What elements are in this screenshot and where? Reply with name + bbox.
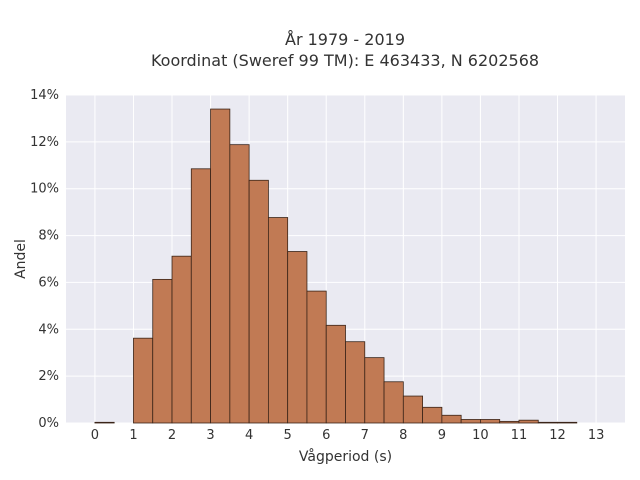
x-tick-label: 2 xyxy=(168,428,176,443)
histogram-bar xyxy=(306,290,327,424)
y-tick-label: 6% xyxy=(38,275,59,290)
x-tick-label: 9 xyxy=(438,428,446,443)
x-tick-label: 3 xyxy=(206,428,214,443)
x-tick-label: 11 xyxy=(511,428,528,443)
y-tick-label: 8% xyxy=(38,229,59,244)
histogram-bar xyxy=(460,419,481,424)
chart-title-line-1: År 1979 - 2019 xyxy=(285,30,405,49)
histogram-bar xyxy=(383,381,404,424)
histogram-bar xyxy=(480,419,501,424)
x-tick-label: 7 xyxy=(361,428,369,443)
y-tick-label: 10% xyxy=(30,182,59,197)
histogram-bar xyxy=(537,421,558,424)
histogram-bar xyxy=(345,341,366,424)
y-tick-label: 14% xyxy=(30,88,59,103)
x-tick-label: 13 xyxy=(588,428,605,443)
x-tick-label: 6 xyxy=(322,428,330,443)
y-tick-label: 2% xyxy=(38,369,59,384)
histogram-bar xyxy=(267,217,289,424)
x-tick-label: 0 xyxy=(91,428,99,443)
histogram-bar xyxy=(171,255,192,424)
histogram-bar xyxy=(557,421,578,424)
chart-title-line-2: Koordinat (Sweref 99 TM): E 463433, N 62… xyxy=(151,51,539,70)
x-tick-label: 8 xyxy=(399,428,407,443)
histogram-bar xyxy=(210,108,231,424)
histogram-bar xyxy=(152,278,173,424)
histogram-bar xyxy=(229,144,250,424)
histogram-bar xyxy=(402,395,424,424)
histogram-bar xyxy=(133,337,154,424)
x-axis-label: Vågperiod (s) xyxy=(299,448,392,465)
x-tick-label: 12 xyxy=(549,428,566,443)
y-tick-label: 12% xyxy=(30,135,59,150)
histogram-bar xyxy=(422,406,443,424)
x-tick-label: 4 xyxy=(245,428,253,443)
y-tick-label: 0% xyxy=(38,416,59,431)
histogram-bar xyxy=(190,168,211,424)
histogram-bar xyxy=(287,251,308,424)
y-axis-label: Andel xyxy=(13,239,29,279)
histogram-bar xyxy=(499,420,520,424)
y-axis-ticks: 0% 2% 4% 6% 8% 10% 12% 14% xyxy=(30,88,59,431)
histogram-bars xyxy=(94,108,578,424)
histogram-bar xyxy=(518,419,539,424)
histogram-bar xyxy=(325,324,346,424)
x-tick-label: 10 xyxy=(472,428,489,443)
histogram-bar xyxy=(364,357,385,424)
x-axis-ticks: 0 1 2 3 4 5 6 7 8 9 10 11 12 13 xyxy=(91,428,605,443)
y-tick-label: 4% xyxy=(38,322,59,337)
chart-title: År 1979 - 2019 Koordinat (Sweref 99 TM):… xyxy=(151,30,539,70)
histogram-bar xyxy=(441,414,462,424)
x-tick-label: 5 xyxy=(284,428,292,443)
x-tick-label: 1 xyxy=(129,428,137,443)
histogram-bar xyxy=(94,421,115,424)
histogram-bar xyxy=(248,179,269,424)
